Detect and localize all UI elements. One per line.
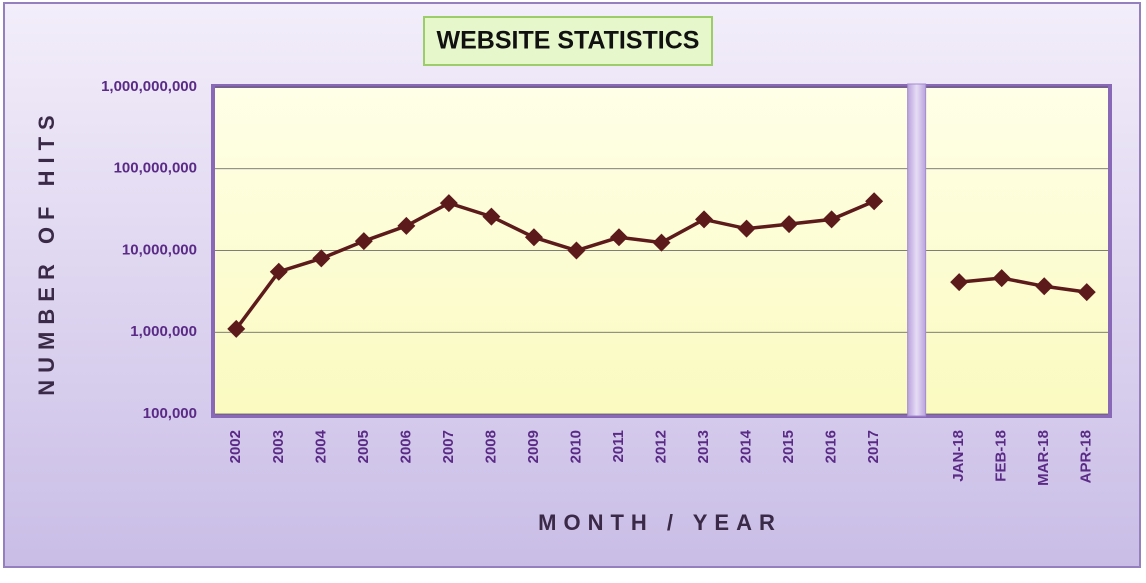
marker	[737, 219, 756, 238]
title-box	[423, 16, 713, 66]
y-tick-label: 1,000,000,000	[101, 78, 197, 95]
x-tick-label: 2015	[780, 430, 797, 463]
marker	[312, 249, 331, 268]
x-tick-label: 2017	[865, 430, 882, 463]
y-tick-label: 10,000,000	[122, 241, 197, 258]
y-tick-label: 1,000,000	[130, 323, 197, 340]
x-tick-label: 2005	[355, 430, 372, 463]
marker	[822, 210, 841, 229]
x-tick-label: JAN-18	[950, 430, 967, 482]
chart-title: WEBSITE STATISTICS	[437, 27, 700, 55]
marker	[695, 210, 714, 229]
line	[234, 199, 1087, 330]
x-axis-label: MONTH / YEAR	[538, 510, 782, 535]
marker	[354, 232, 373, 251]
x-tick-label: 2013	[695, 430, 712, 463]
marker	[397, 216, 416, 235]
x-tick-label: 2009	[525, 430, 542, 463]
x-tick-label: APR-18	[1078, 430, 1095, 483]
separator	[907, 83, 927, 417]
x-tick-label: FEB-18	[993, 430, 1010, 482]
x-tick-label: 2004	[312, 429, 329, 463]
marker	[992, 269, 1011, 288]
marker	[439, 194, 458, 213]
x-tick-label: 2010	[567, 430, 584, 463]
x-tick-label: 2014	[738, 429, 755, 463]
x-tick-label: 2016	[823, 430, 840, 463]
marker	[524, 228, 543, 247]
marker	[780, 215, 799, 234]
x-tick-label: 2007	[440, 430, 457, 463]
x-tick-label: MAR-18	[1035, 430, 1052, 486]
marker	[269, 262, 288, 281]
marker	[652, 233, 671, 252]
x-tick-label: 2011	[610, 430, 627, 463]
y-tick-label: 100,000,000	[114, 160, 197, 177]
marker	[950, 273, 969, 292]
x-tick-label: 2003	[270, 430, 287, 463]
x-tick-label: 2002	[227, 430, 244, 463]
marker	[609, 228, 628, 247]
marker	[567, 241, 586, 260]
y-tick-label: 100,000	[143, 405, 197, 422]
marker	[1077, 283, 1096, 302]
marker	[227, 319, 246, 338]
marker	[482, 207, 501, 226]
marker	[865, 192, 884, 211]
x-tick-label: 2012	[652, 430, 669, 463]
x-tick-label: 2008	[482, 430, 499, 463]
marker	[1035, 277, 1054, 296]
y-axis-label: NUMBER OF HITS	[34, 108, 59, 395]
x-tick-label: 2006	[397, 430, 414, 463]
